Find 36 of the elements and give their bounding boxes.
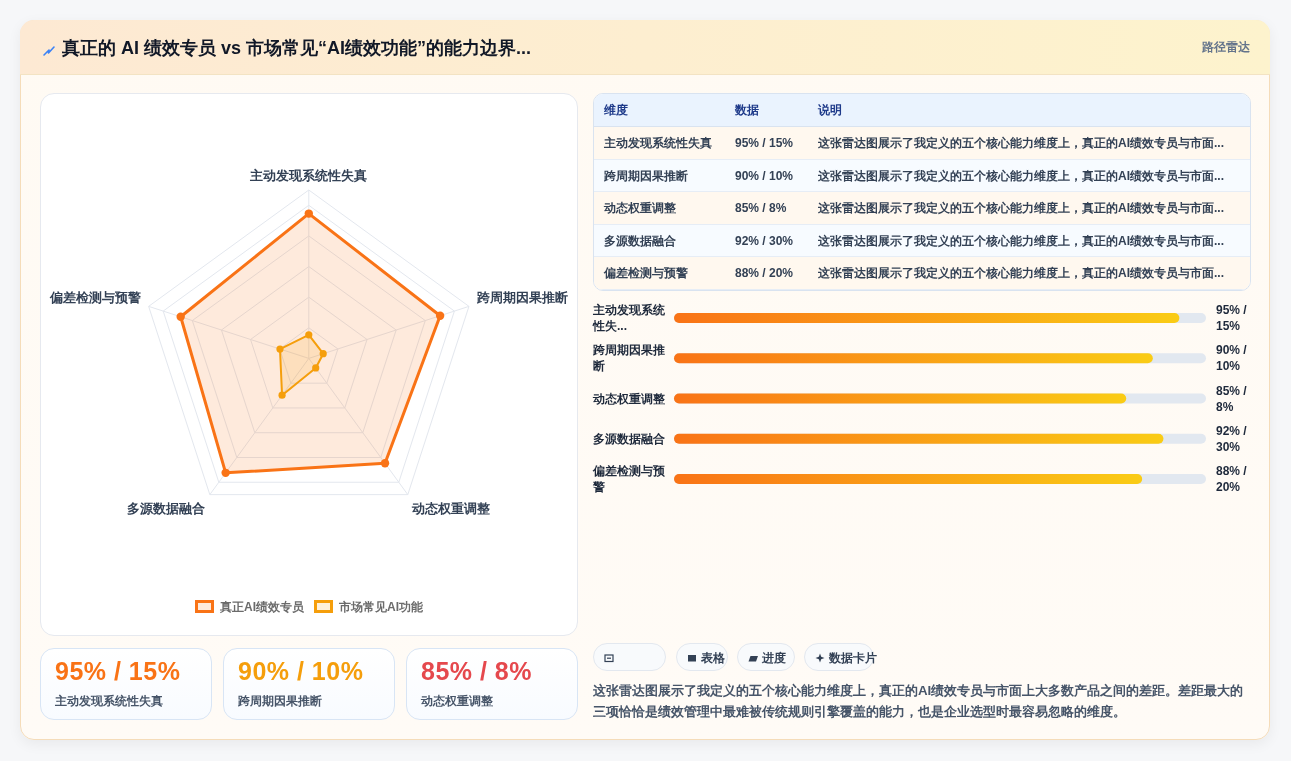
table-row-band: 跨周期因果推断 90% / 10% 这张雷达图展示了我定义的五个核心能力维度上，真正的AI绩效专员与市面... (594, 159, 1250, 193)
stat-card: 95% / 15% 主动发现系统性失真 (40, 648, 212, 720)
spoke-label: 跨周期因果推断 (475, 289, 568, 305)
text: 这张雷达图展示了我定义的五个核心能力维度上，真正的AI绩效专员与市面上大多数产品之间的差距。差距最大的三项恰恰是绩效管理中最难被传统规则引擎覆盖的能力，也是企业选型时最容易忽略的维度。 (593, 682, 1245, 721)
table-row-band: 多源数据融合 92% / 30% 这张雷达图展示了我定义的五个核心能力维度上，真正的AI绩效专员与市面... (594, 224, 1250, 258)
y-tick-label: 主动发现系统性失... (593, 302, 666, 334)
y-tick-label: 偏差检测与预警 (593, 463, 666, 495)
legend-label: 真正AI绩效专员 (219, 600, 305, 614)
data-label: 95% / 15% (1216, 302, 1248, 334)
view-chip: 进度 (737, 643, 795, 671)
category-label: 数据 (735, 102, 759, 119)
table-row-band: 主动发现系统性失真 95% / 15% 这张雷达图展示了我定义的五个核心能力维度上，真正的AI绩效专员与市面... (594, 127, 1250, 160)
category-label: 表格 (701, 650, 725, 665)
stat-card: 90% / 10% 跨周期因果推断 (223, 648, 395, 720)
spoke-label: 偏差检测与预警 (49, 289, 142, 305)
category-label: 进度 (762, 650, 786, 665)
category-label: 维度 (604, 102, 628, 119)
y-tick-label: 多源数据融合 (593, 430, 666, 447)
y-tick-label: 动态权重调整 (593, 390, 666, 407)
table-row-band: 偏差检测与预警 88% / 20% 这张雷达图展示了我定义的五个核心能力维度上，真正的AI绩效专员与市面... (594, 257, 1250, 290)
data-label: 90% / 10% (1216, 342, 1248, 375)
table-header-band: 维度 数据 说明 (594, 94, 1250, 127)
table-row-band: 动态权重调整 85% / 8% 这张雷达图展示了我定义的五个核心能力维度上，真正的AI绩效专员与市面... (594, 192, 1250, 225)
stat-card: 85% / 8% 动态权重调整 (406, 648, 578, 720)
view-chip: 表格 (676, 643, 728, 671)
spoke-label: 动态权重调整 (411, 501, 492, 517)
y-tick-label: 跨周期因果推断 (593, 342, 666, 375)
legend-label: 市场常见AI功能 (338, 600, 424, 614)
data-label: 85% / 8% (1216, 382, 1248, 415)
header-band: 真正的 AI 绩效专员 vs 市场常见“AI绩效功能”的能力边界... 路径雷达 (20, 20, 1270, 75)
data-label: 92% / 30% (1216, 422, 1248, 455)
spoke-label: 多源数据融合 (127, 501, 206, 517)
category-label: 数据卡片 (829, 650, 877, 665)
spoke-label: 主动发现系统性失真 (249, 168, 368, 183)
data-label: 88% / 20% (1216, 463, 1248, 495)
category-label: 说明 (818, 102, 842, 119)
